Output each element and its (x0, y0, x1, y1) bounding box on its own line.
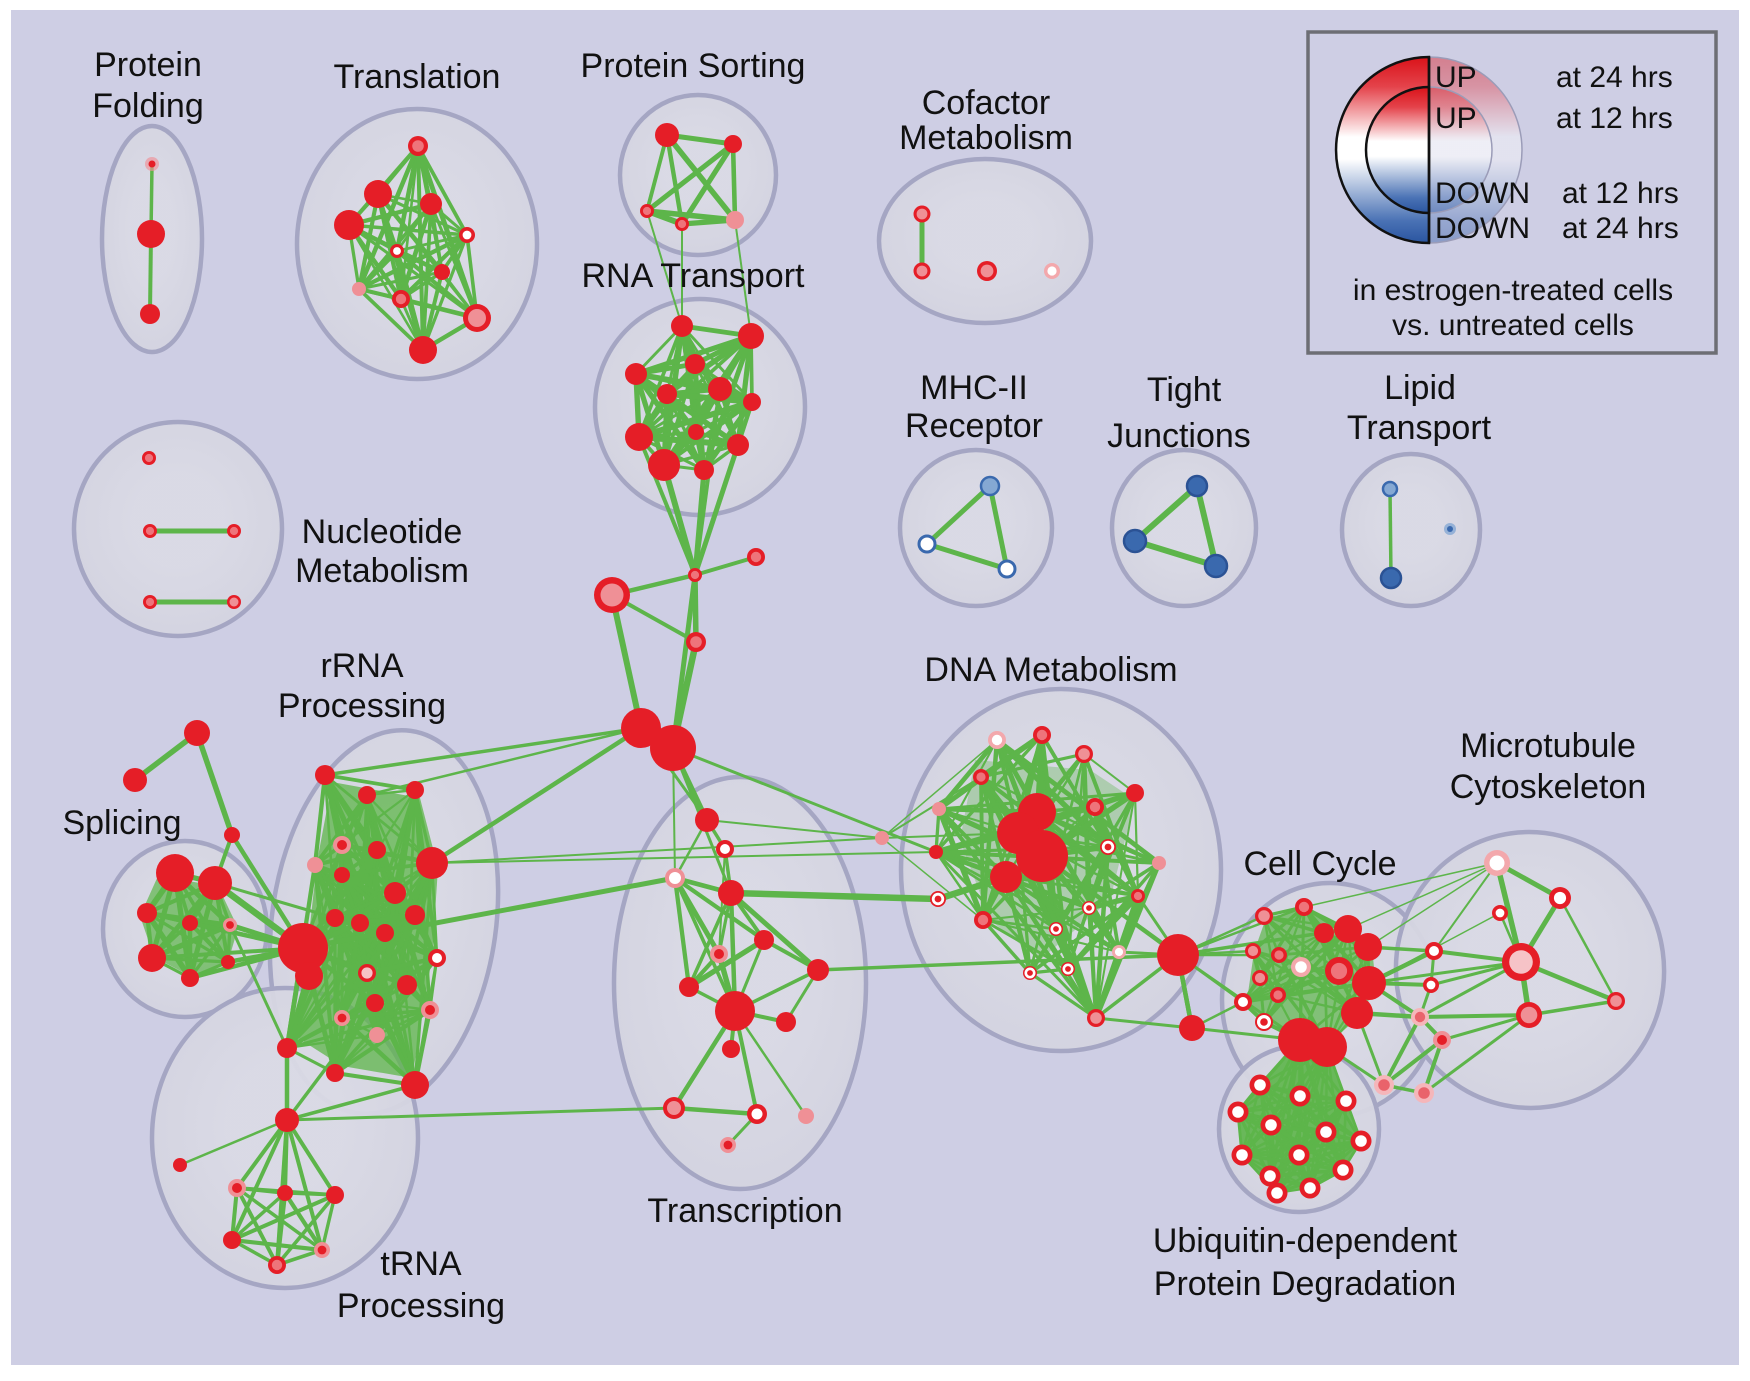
svg-text:Protein Degradation: Protein Degradation (1154, 1265, 1456, 1303)
svg-text:Protein Sorting: Protein Sorting (581, 47, 806, 85)
svg-text:DOWN: DOWN (1435, 212, 1530, 245)
svg-text:Splicing: Splicing (62, 804, 181, 842)
svg-text:DNA Metabolism: DNA Metabolism (924, 651, 1177, 689)
svg-text:Nucleotide: Nucleotide (302, 513, 463, 551)
svg-text:MHC-II: MHC-II (920, 369, 1028, 407)
svg-text:rRNA: rRNA (320, 647, 403, 685)
svg-text:tRNA: tRNA (380, 1245, 462, 1283)
svg-text:Cell Cycle: Cell Cycle (1243, 845, 1396, 883)
svg-text:Transport: Transport (1347, 409, 1492, 447)
svg-text:at 12 hrs: at 12 hrs (1562, 177, 1679, 210)
svg-text:Protein: Protein (94, 46, 202, 84)
svg-text:at 12 hrs: at 12 hrs (1556, 102, 1673, 135)
svg-text:Microtubule: Microtubule (1460, 727, 1636, 765)
svg-text:at 24 hrs: at 24 hrs (1562, 212, 1679, 245)
svg-text:Processing: Processing (278, 687, 446, 725)
svg-text:Tight: Tight (1147, 371, 1222, 409)
svg-text:in estrogen-treated cells: in estrogen-treated cells (1353, 274, 1673, 307)
svg-text:Folding: Folding (92, 87, 204, 125)
svg-text:Receptor: Receptor (905, 407, 1043, 445)
svg-text:Cofactor: Cofactor (922, 84, 1051, 122)
svg-text:Metabolism: Metabolism (295, 552, 469, 590)
svg-text:Translation: Translation (334, 58, 501, 96)
svg-text:DOWN: DOWN (1435, 177, 1530, 210)
svg-text:Ubiquitin-dependent: Ubiquitin-dependent (1153, 1222, 1458, 1260)
svg-text:Metabolism: Metabolism (899, 119, 1073, 157)
svg-text:UP: UP (1435, 102, 1477, 135)
svg-text:at 24 hrs: at 24 hrs (1556, 61, 1673, 94)
svg-text:vs. untreated cells: vs. untreated cells (1392, 309, 1634, 342)
svg-text:Junctions: Junctions (1107, 417, 1251, 455)
svg-text:Transcription: Transcription (647, 1192, 842, 1230)
svg-text:Processing: Processing (337, 1287, 505, 1325)
svg-text:Lipid: Lipid (1384, 369, 1456, 407)
svg-text:UP: UP (1435, 61, 1477, 94)
svg-text:Cytoskeleton: Cytoskeleton (1450, 768, 1647, 806)
svg-text:RNA Transport: RNA Transport (582, 257, 806, 295)
